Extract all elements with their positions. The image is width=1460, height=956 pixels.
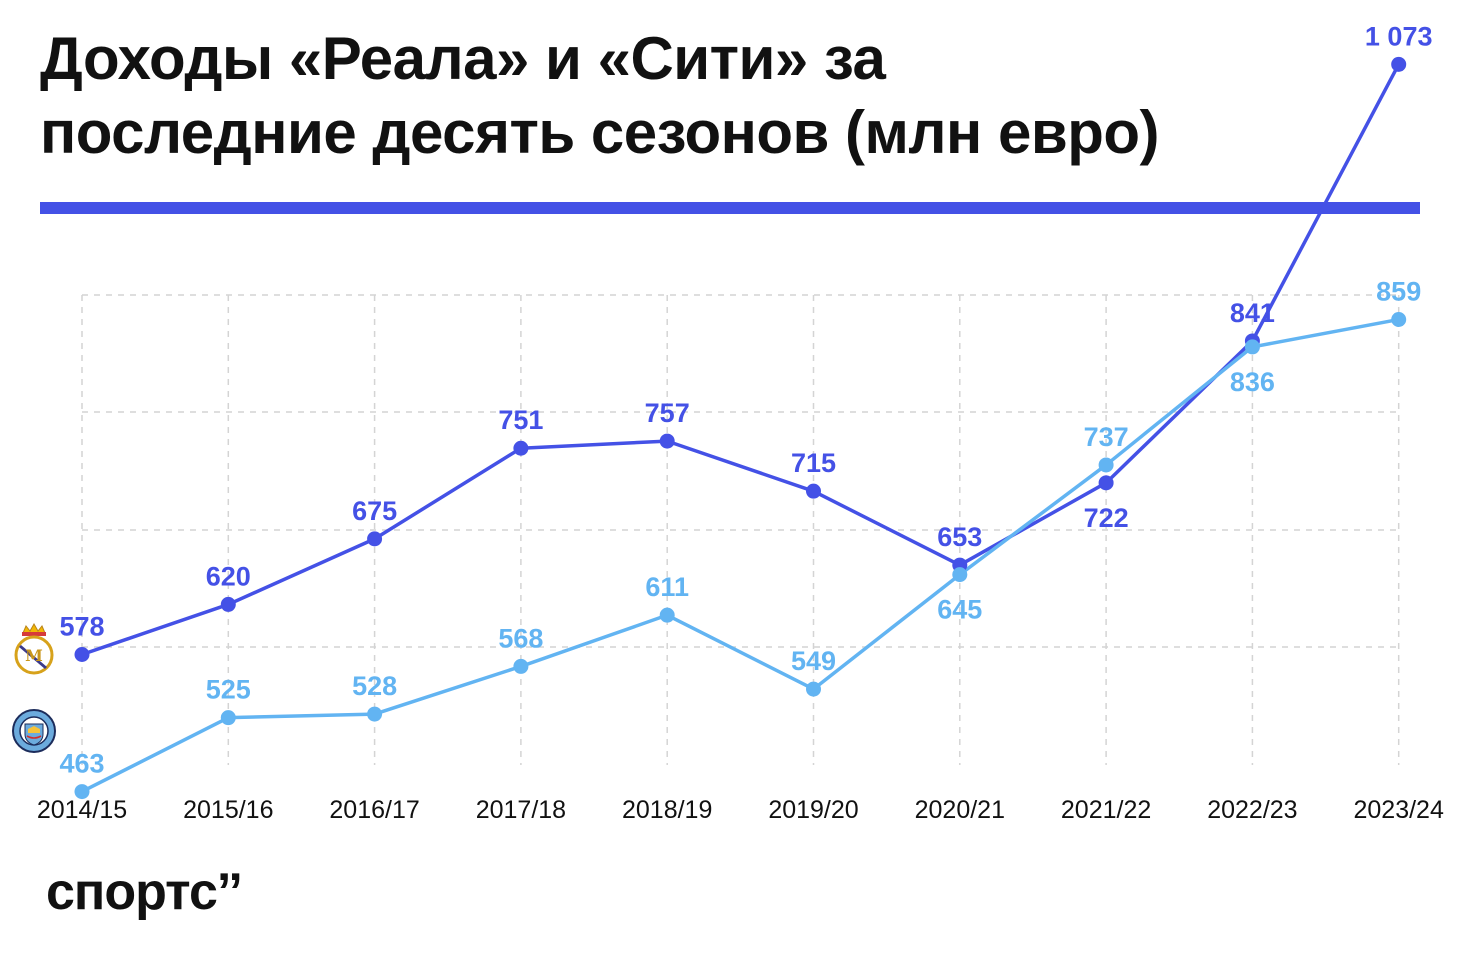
value-labels: 578 620 675 751 757 715 653 722 841 1 073 463 525 52… (59, 21, 1432, 778)
data-label: 722 (1084, 503, 1129, 533)
data-point (659, 433, 675, 449)
x-tick-label: 2015/16 (183, 796, 273, 824)
data-point (74, 784, 90, 800)
data-label: 737 (1084, 422, 1129, 452)
data-label: 836 (1230, 367, 1275, 397)
x-tick-label: 2017/18 (476, 796, 566, 824)
data-point (659, 607, 675, 623)
data-label: 549 (791, 646, 836, 676)
title-underline (40, 202, 1420, 214)
real-madrid-crest-icon: M (14, 622, 54, 675)
data-label: 715 (791, 448, 836, 478)
data-point (220, 596, 236, 612)
grid (81, 294, 1400, 765)
data-label: 653 (937, 522, 982, 552)
sports-ru-logo: спортс’’ (46, 863, 243, 921)
data-point (952, 567, 968, 583)
series-line (81, 63, 1401, 657)
x-tick-label: 2022/23 (1207, 796, 1297, 824)
data-point (367, 706, 383, 722)
x-tick-label: 2018/19 (622, 796, 712, 824)
series-points (74, 56, 1407, 800)
data-label: 841 (1230, 298, 1275, 328)
chart-title-line-2: последние десять сезонов (млн евро) (40, 99, 1159, 166)
data-label: 528 (352, 671, 397, 701)
data-point (513, 440, 529, 456)
series-line (81, 317, 1400, 794)
data-point (1391, 56, 1407, 72)
x-tick-label: 2021/22 (1061, 796, 1151, 824)
chart-title: Доходы «Реала» и «Сити» за последние дес… (40, 22, 1420, 170)
data-point (367, 531, 383, 547)
x-tick-label: 2023/24 (1354, 796, 1444, 824)
data-label: 611 (645, 572, 689, 602)
data-label: 1 073 (1365, 21, 1433, 51)
series-lines (81, 63, 1401, 794)
data-point (806, 681, 821, 697)
data-point (1244, 339, 1260, 355)
data-label: 751 (498, 405, 543, 435)
x-tick-label: 2014/15 (37, 796, 127, 824)
data-label: 757 (645, 398, 690, 428)
data-label: 675 (352, 496, 397, 526)
data-label: 645 (937, 595, 982, 625)
data-label: 463 (59, 749, 104, 779)
data-point (1098, 457, 1114, 473)
data-point (806, 483, 821, 499)
data-label: 578 (59, 612, 104, 642)
data-point (220, 710, 236, 726)
x-tick-label: 2016/17 (329, 796, 419, 824)
data-label: 620 (206, 561, 251, 591)
x-tick-label: 2019/20 (768, 796, 858, 824)
data-point (74, 647, 90, 662)
x-axis-ticks: 2014/15 2015/16 2016/17 2017/18 2018/19 2019/… (37, 796, 1444, 824)
data-point (1098, 475, 1114, 491)
data-label: 525 (206, 675, 251, 705)
data-label: 859 (1376, 276, 1421, 306)
data-point (1391, 311, 1407, 327)
x-tick-label: 2020/21 (915, 796, 1005, 824)
data-point (513, 658, 529, 674)
svg-text:M: M (25, 646, 43, 665)
manchester-city-crest-icon (12, 709, 56, 753)
data-label: 568 (498, 623, 543, 653)
chart-title-line-1: Доходы «Реала» и «Сити» за (40, 25, 886, 92)
